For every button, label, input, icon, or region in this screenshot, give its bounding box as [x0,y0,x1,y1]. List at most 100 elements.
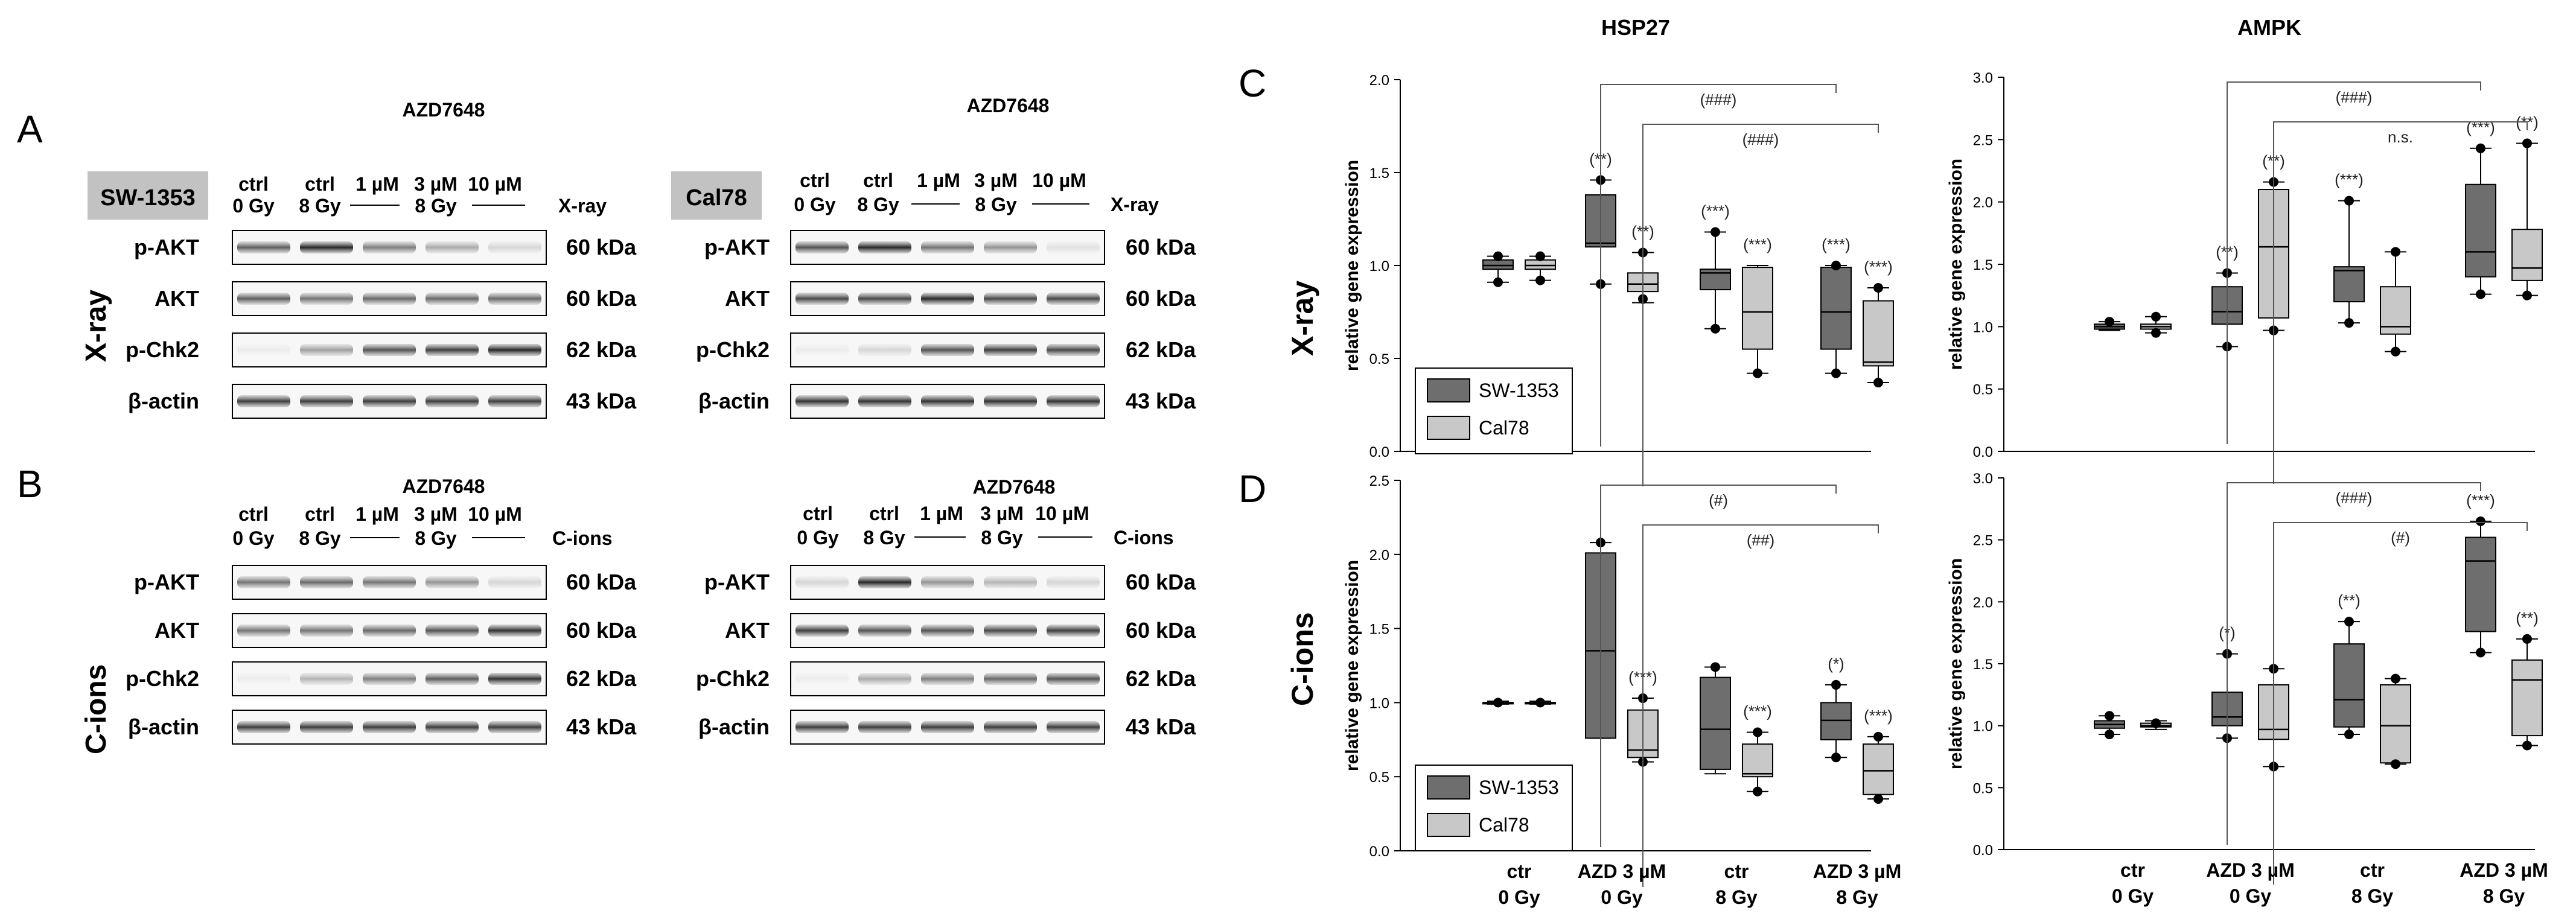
blot-dose-label: 0 Gy [794,194,836,215]
box-body [1863,743,1894,795]
significance-bracket-label: (###) [2336,88,2373,106]
chart-y-tick-label: 0.0 [1369,444,1389,460]
blot-band [1047,293,1100,305]
significance-bracket [1642,524,1879,887]
box-significance-label: (***) [1743,702,1772,720]
blot-band [488,241,541,253]
blot-protein-label: p-AKT [704,235,770,259]
row-label-cions-chart: C-ions [1286,612,1319,706]
x-group-label-line2: 8 Gy [1715,886,1758,908]
blot-band [1047,673,1100,685]
box-significance-label: (**) [2516,609,2539,627]
blot-band [984,395,1037,407]
box-outlier-point [2344,318,2354,328]
box-outlier-point [2522,740,2532,751]
chart-y-label: relative gene expression [1342,160,1362,371]
legend-c: SW-1353 Cal78 [1415,367,1573,454]
box-outlier-point [1873,282,1883,293]
blot-drug-label: AZD7648 [973,476,1056,498]
legend-swatch-cal78-c [1427,416,1470,440]
blot-band [300,625,353,637]
blot-lane-label: 3 µM [974,170,1018,191]
box-body [1482,259,1514,270]
blot-band [488,721,541,733]
box-outlier-point [1831,261,1841,270]
blot-lane-label: 10 µM [1032,170,1086,191]
box-outlier-point [2151,311,2161,322]
chart-y-tick-label: 2.0 [1369,547,1389,564]
blot-band [300,721,353,733]
blot-dose-label: 8 Gy [415,527,457,549]
blot-kda-label: 62 kDa [566,337,637,362]
blot-band [984,241,1037,253]
chart-y-tick-label: 1.5 [1369,622,1389,638]
blot-dose-label: 0 Gy [232,195,275,217]
box-outlier-point [1710,662,1720,672]
panel-label-c: C [1239,62,1266,105]
blot-protein-label: β-actin [698,714,770,739]
box-outlier-point [1753,786,1762,797]
chart-y-label: relative gene expression [1946,558,1966,769]
box-significance-label: (***) [1864,707,1893,725]
blot-dose-label: 8 Gy [299,195,341,217]
blot-lane-label: 10 µM [1035,503,1089,524]
box-body [2465,536,2496,632]
blot-protein-label: p-AKT [704,570,770,594]
chart-y-tick-label: 0.5 [1973,382,1993,398]
chart-y-label: relative gene expression [1946,159,1966,370]
box-outlier-point [2476,647,2485,658]
chart-y-tick-label: 2.0 [1973,594,1993,611]
blot-radiation-label: X-ray [558,195,607,217]
blot-band [300,241,353,253]
legend-swatch-cal78-d [1427,813,1470,837]
box-outlier-point [1753,368,1762,378]
blot-band [237,395,290,407]
box-outlier-point [2522,634,2532,644]
chart-y-tick-label: 1.0 [1369,258,1389,275]
box-outlier-point [1831,368,1841,378]
blot-band [1047,344,1100,356]
blot-lane-label: ctrl [305,503,335,525]
chart-y-tick-label: 0.0 [1973,842,1993,859]
blot-band [426,241,479,253]
chart-y-label: relative gene expression [1342,560,1362,771]
blot-kda-label: 60 kDa [1126,286,1196,311]
legend-d: SW-1353 Cal78 [1415,765,1573,851]
significance-bracket [2227,482,2481,845]
chart-y-tick-label: 0.5 [1973,780,1993,797]
chart-y-tick-label: 1.0 [1369,695,1389,711]
significance-bracket-label: (###) [1742,130,1779,148]
blot-lane-label: ctrl [800,170,830,191]
blot-band [984,673,1037,685]
legend-label-cal78-c: Cal78 [1479,417,1529,439]
box-outlier-point [2391,673,2400,684]
chart-y-tick-label: 0.0 [1973,444,1993,460]
blot-lane-label: 1 µM [917,170,960,191]
x-group-label-line2: 8 Gy [1836,886,1878,908]
blot-band [300,673,353,685]
chart-y-tick-label: 2.0 [1369,72,1389,89]
box-body [2511,659,2543,737]
x-group-label-line1: AZD 3 µM [1578,860,1666,882]
blot-dose-label: 8 Gy [981,527,1023,549]
blot-band [1047,576,1100,588]
chart-y-tick-label: 1.5 [1369,165,1389,182]
blot-dose-label: 8 Gy [975,194,1017,215]
significance-bracket-label: n.s. [2388,128,2413,146]
blot-lane-label: 3 µM [414,503,457,525]
significance-bracket [1600,84,1837,447]
blot-protein-label: AKT [725,618,770,643]
x-group-label-line1: AZD 3 µM [1813,860,1901,882]
blot-kda-label: 43 kDa [566,714,637,739]
blot-band [921,293,974,305]
cell-line-box-sw1353 [88,171,208,220]
blot-band [237,241,290,253]
box-outlier-point [2344,196,2354,206]
blot-protein-label: p-Chk2 [126,666,199,691]
box-outlier-point [2476,143,2485,153]
blot-band [795,344,849,356]
blot-band [921,625,974,637]
blot-protein-label: β-actin [698,389,770,413]
blot-band [488,293,541,305]
